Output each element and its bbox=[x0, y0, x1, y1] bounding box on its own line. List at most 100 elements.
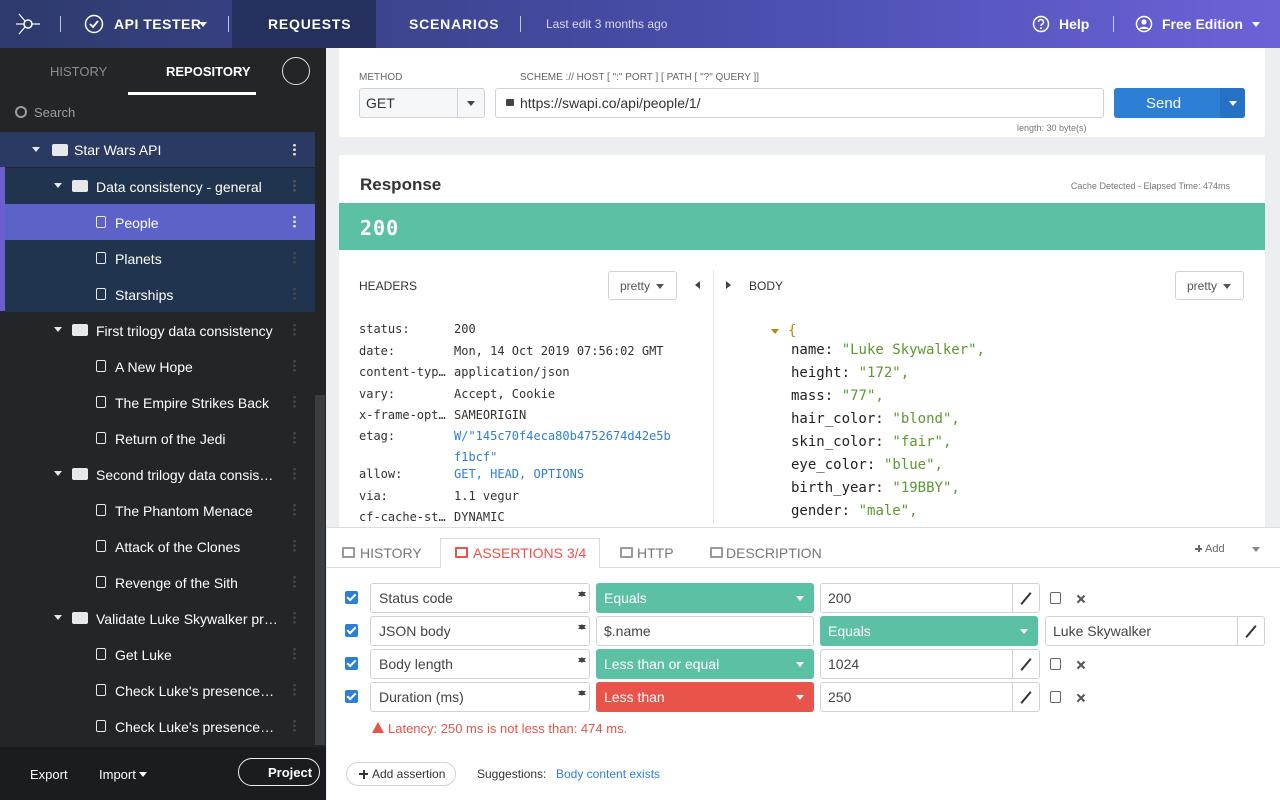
copy-icon[interactable] bbox=[1050, 658, 1061, 670]
project-icon bbox=[52, 144, 68, 156]
indicator bbox=[0, 167, 5, 311]
op-select[interactable] bbox=[820, 616, 1038, 646]
send-label[interactable]: Send bbox=[1146, 95, 1182, 112]
field-select[interactable] bbox=[370, 616, 590, 646]
pretty-select[interactable] bbox=[1175, 271, 1244, 300]
search-icon bbox=[15, 106, 27, 118]
kebab bbox=[293, 719, 296, 732]
kebab bbox=[293, 539, 296, 552]
field-select[interactable] bbox=[370, 649, 590, 679]
edition[interactable]: Free Edition bbox=[1162, 16, 1243, 32]
add[interactable]: Add bbox=[1205, 543, 1225, 555]
plus bbox=[362, 769, 365, 779]
add-assertion[interactable]: Add assertion bbox=[372, 767, 446, 781]
caret-up bbox=[578, 690, 586, 695]
header-value: Mon, 14 Oct 2019 07:56:02 GMT bbox=[454, 344, 664, 358]
item-name[interactable]: Starships bbox=[115, 287, 174, 303]
op[interactable]: Less than bbox=[604, 689, 665, 705]
path-input[interactable] bbox=[596, 616, 814, 646]
item-name[interactable]: The Phantom Menace bbox=[115, 503, 253, 519]
method[interactable]: GET bbox=[366, 95, 395, 111]
app-name: API TESTER bbox=[114, 16, 202, 32]
folder-name: First trilogy data consistency bbox=[96, 323, 273, 339]
header-key: via: bbox=[359, 489, 388, 503]
value[interactable]: 1024 bbox=[828, 656, 860, 672]
body-value: "77", bbox=[841, 388, 884, 404]
new-button[interactable] bbox=[282, 57, 310, 85]
remove-icon[interactable] bbox=[1076, 660, 1086, 670]
expand-arrow bbox=[726, 281, 731, 289]
field-select[interactable] bbox=[370, 682, 590, 712]
import[interactable]: Import bbox=[99, 767, 136, 782]
item-name[interactable]: The Empire Strikes Back bbox=[115, 395, 270, 411]
caret bbox=[1020, 629, 1028, 634]
value[interactable]: Luke Skywalker bbox=[1053, 623, 1152, 639]
copy-icon[interactable] bbox=[1050, 592, 1061, 604]
copy-icon[interactable] bbox=[1050, 691, 1061, 703]
item-name[interactable]: Attack of the Clones bbox=[115, 539, 241, 555]
op[interactable]: Less than or equal bbox=[604, 656, 720, 672]
pretty[interactable]: pretty bbox=[1187, 279, 1218, 293]
checkbox[interactable] bbox=[345, 624, 358, 637]
pretty[interactable]: pretty bbox=[620, 279, 651, 293]
value[interactable]: 200 bbox=[828, 590, 852, 606]
pretty-select[interactable] bbox=[608, 271, 677, 300]
remove-icon[interactable] bbox=[1076, 693, 1086, 703]
tab-icon bbox=[620, 547, 633, 558]
header-value: 1.1 vegur bbox=[454, 489, 520, 503]
tab-icon bbox=[710, 547, 723, 558]
field-select[interactable] bbox=[370, 583, 590, 613]
field[interactable]: Body length bbox=[379, 656, 453, 672]
project-button[interactable] bbox=[238, 758, 320, 786]
tab[interactable]: SCENARIOS bbox=[409, 16, 500, 32]
value-input[interactable] bbox=[820, 583, 1040, 613]
op[interactable]: Equals bbox=[604, 590, 647, 606]
path[interactable]: $.name bbox=[604, 623, 651, 639]
checkbox[interactable] bbox=[345, 657, 358, 670]
panel-tab[interactable]: HISTORY bbox=[360, 545, 422, 561]
body-key: height: bbox=[791, 365, 851, 381]
panel-tab[interactable]: DESCRIPTION bbox=[726, 545, 822, 561]
item-name[interactable]: Check Luke's presence… bbox=[115, 683, 275, 699]
field[interactable]: Duration (ms) bbox=[379, 689, 464, 705]
value-input[interactable] bbox=[1045, 616, 1265, 646]
sidebar-tab[interactable]: REPOSITORY bbox=[166, 64, 251, 79]
item-name[interactable]: Check Luke's presence… bbox=[115, 719, 275, 735]
help[interactable]: Help bbox=[1059, 16, 1090, 32]
op-select[interactable] bbox=[596, 583, 814, 613]
tab[interactable]: REQUESTS bbox=[268, 16, 352, 32]
value[interactable]: 250 bbox=[828, 689, 852, 705]
item-name[interactable]: A New Hope bbox=[115, 359, 193, 375]
field[interactable]: Status code bbox=[379, 590, 453, 606]
suggestion[interactable]: Body content exists bbox=[556, 767, 661, 781]
field[interactable]: JSON body bbox=[379, 623, 451, 639]
headers-label: HEADERS bbox=[359, 279, 418, 293]
header-value: 200 bbox=[454, 322, 476, 336]
item-name[interactable]: Return of the Jedi bbox=[115, 431, 226, 447]
project-button-label[interactable]: Project bbox=[268, 765, 313, 780]
item-name[interactable]: Revenge of the Sith bbox=[115, 575, 238, 591]
add-assertion-button[interactable] bbox=[346, 762, 456, 786]
topbar bbox=[0, 0, 1280, 48]
op-select[interactable] bbox=[596, 682, 814, 712]
checkbox[interactable] bbox=[345, 690, 358, 703]
item-name[interactable]: Get Luke bbox=[115, 647, 172, 663]
caret-up bbox=[578, 591, 586, 596]
op[interactable]: Equals bbox=[828, 623, 871, 639]
sidebar-tab[interactable]: HISTORY bbox=[50, 64, 108, 79]
value-input[interactable] bbox=[820, 682, 1040, 712]
header-key: x-frame-opt… bbox=[359, 408, 446, 422]
item-name[interactable]: People bbox=[115, 215, 159, 231]
url[interactable]: https://swapi.co/api/people/1/ bbox=[520, 95, 701, 111]
op-select[interactable] bbox=[596, 649, 814, 679]
checkbox[interactable] bbox=[345, 591, 358, 604]
panel-tab[interactable]: ASSERTIONS 3/4 bbox=[473, 545, 587, 561]
response-title: Response bbox=[360, 175, 442, 194]
caret bbox=[796, 695, 804, 700]
value-input[interactable] bbox=[820, 649, 1040, 679]
export[interactable]: Export bbox=[30, 767, 68, 782]
item-name[interactable]: Planets bbox=[115, 251, 162, 267]
panel-tab[interactable]: HTTP bbox=[637, 545, 674, 561]
header-key: date: bbox=[359, 344, 396, 358]
remove-icon[interactable] bbox=[1076, 594, 1086, 604]
